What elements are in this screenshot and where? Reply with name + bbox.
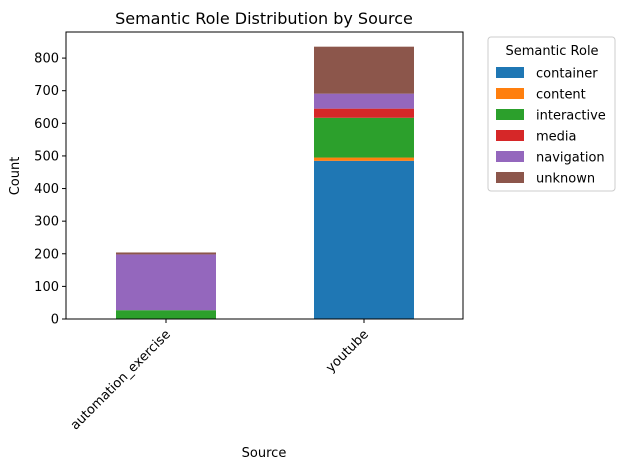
- legend-label-container: container: [536, 67, 598, 82]
- bar-segment-container-1: [314, 160, 414, 319]
- y-tick-label: 600: [34, 117, 59, 132]
- legend-swatch-media: [496, 130, 524, 141]
- y-tick-label: 700: [34, 84, 59, 99]
- y-axis: 0 100 200 300 400 500 600 700 800: [34, 52, 66, 328]
- legend-label-navigation: navigation: [536, 151, 605, 166]
- bar-segment-interactive-0: [116, 310, 216, 319]
- chart-title: Semantic Role Distribution by Source: [115, 9, 413, 28]
- bar-segment-content-1: [314, 157, 414, 161]
- x-axis: automation_exercise youtube: [68, 319, 372, 433]
- legend-swatch-content: [496, 88, 524, 99]
- y-tick-label: 0: [51, 313, 59, 328]
- bar-segment-unknown-1: [314, 46, 414, 94]
- legend-swatch-container: [496, 67, 524, 78]
- x-tick-label: automation_exercise: [68, 327, 174, 433]
- legend-label-media: media: [536, 130, 577, 145]
- x-axis-label: Source: [242, 446, 287, 461]
- legend-swatch-navigation: [496, 151, 524, 162]
- bar-segment-media-1: [314, 108, 414, 118]
- y-tick-label: 400: [34, 182, 59, 197]
- legend-label-interactive: interactive: [536, 109, 606, 124]
- legend-label-unknown: unknown: [536, 172, 595, 187]
- legend-title: Semantic Role: [505, 44, 598, 59]
- y-tick-label: 500: [34, 149, 59, 164]
- bar-segment-navigation-1: [314, 93, 414, 109]
- bar-segment-unknown-0: [116, 252, 216, 255]
- x-tick-label: youtube: [323, 327, 371, 375]
- bar-segment-navigation-0: [116, 254, 216, 311]
- y-tick-label: 800: [34, 52, 59, 67]
- y-tick-label: 300: [34, 215, 59, 230]
- bars-group: [116, 46, 414, 319]
- plot-frame: [65, 31, 464, 320]
- y-axis-label: Count: [8, 157, 23, 196]
- legend-label-content: content: [536, 88, 586, 103]
- legend: Semantic Role container content interactiv…: [487, 36, 616, 192]
- y-tick-label: 200: [34, 247, 59, 262]
- bar-segment-interactive-1: [314, 117, 414, 158]
- legend-swatch-interactive: [496, 109, 524, 120]
- legend-swatch-unknown: [496, 172, 524, 183]
- y-tick-label: 100: [34, 280, 59, 295]
